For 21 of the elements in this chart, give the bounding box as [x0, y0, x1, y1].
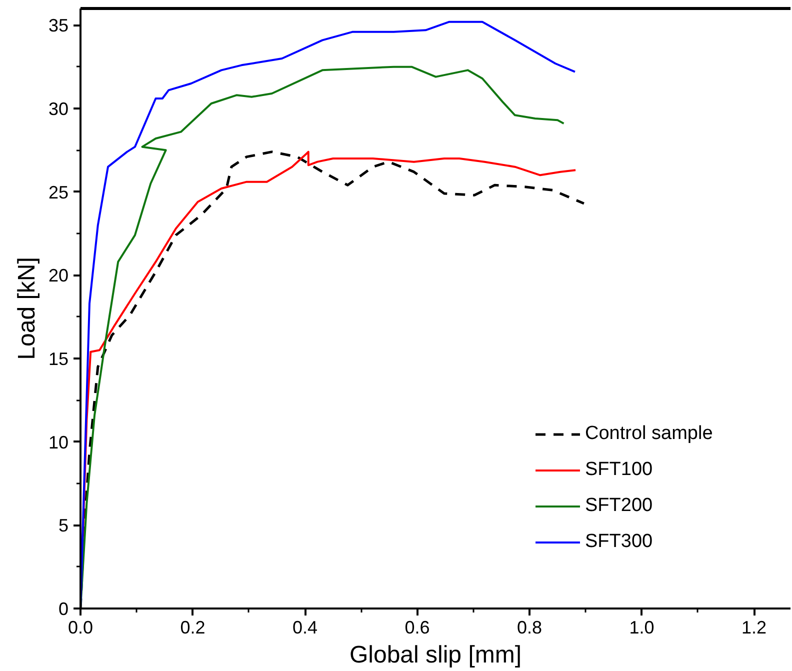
- y-tick-label: 5: [58, 516, 69, 536]
- x-tick-label: 1.2: [742, 618, 767, 638]
- x-tick-label: 0.8: [517, 618, 542, 638]
- legend-label: SFT100: [585, 459, 653, 481]
- y-tick-label: 25: [48, 182, 69, 202]
- legend-label: Control sample: [585, 423, 713, 445]
- x-tick-label: 0.6: [404, 618, 430, 638]
- legend-label: SFT300: [585, 531, 653, 553]
- y-tick-label: 30: [48, 99, 69, 119]
- x-tick-label: 0.0: [68, 618, 94, 638]
- y-tick-label: 0: [58, 599, 69, 619]
- x-axis-title: Global slip [mm]: [349, 642, 522, 668]
- y-tick-label: 10: [48, 432, 69, 452]
- x-tick-label: 0.4: [292, 618, 318, 638]
- legend-label: SFT200: [585, 495, 653, 517]
- y-axis-title: Load [kN]: [13, 257, 40, 360]
- x-tick-label: 1.0: [629, 618, 654, 638]
- y-tick-label: 35: [48, 16, 69, 36]
- x-tick-label: 0.2: [180, 618, 206, 638]
- y-tick-label: 15: [48, 349, 69, 369]
- y-tick-label: 20: [48, 266, 69, 286]
